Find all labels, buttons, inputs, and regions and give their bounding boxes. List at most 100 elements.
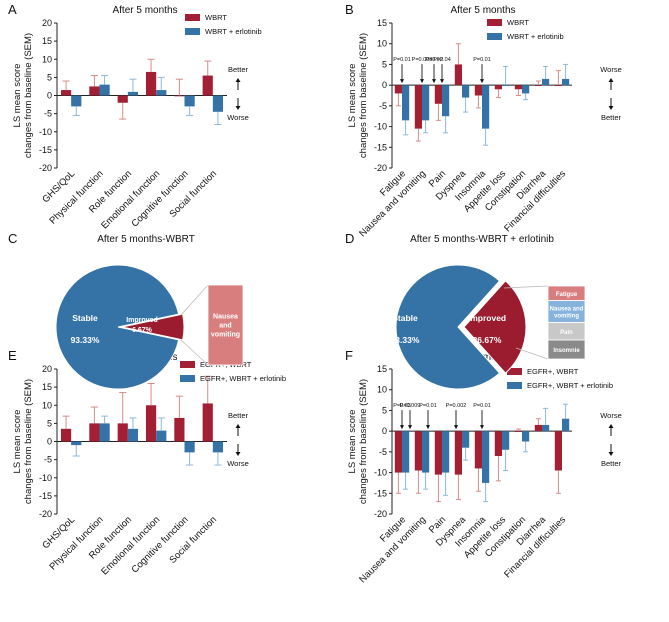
p-value-arrow-head (400, 425, 404, 430)
y-axis-label: LS mean score (347, 410, 358, 474)
y-tick-label: 5 (47, 72, 52, 82)
bar (422, 85, 430, 121)
legend-label: WBRT + erlotinib (205, 27, 262, 36)
y-tick-label: 20 (42, 364, 52, 374)
y-tick-label: -20 (374, 163, 387, 173)
panel-letter-D: D (345, 231, 354, 246)
bar (394, 431, 402, 473)
legend-label: EGFR+, WBRT (527, 367, 579, 376)
bar (502, 431, 510, 450)
pie-label-stable: Stable (72, 313, 98, 323)
y-tick-label: -10 (39, 127, 52, 137)
legend-swatch (507, 382, 522, 389)
pie-label-improved: Improved (468, 313, 506, 323)
legend-label: WBRT (507, 18, 529, 27)
arrow-up-head (235, 78, 241, 82)
arrow-up-head (608, 424, 614, 428)
breakdown-segment (547, 339, 586, 360)
y-tick-label: 5 (382, 405, 387, 415)
chart-title: After 5 months (450, 5, 515, 16)
pie-slice-stable (395, 264, 501, 390)
legend-swatch (487, 33, 502, 40)
y-tick-label: -10 (374, 122, 387, 132)
connector-line (515, 347, 549, 360)
p-value-label: P=0.04 (433, 57, 451, 63)
bar (434, 85, 442, 104)
side-label-down: Worse (227, 459, 249, 468)
bar (542, 424, 550, 432)
y-tick-label: 10 (377, 385, 387, 395)
panel-letter-A: A (8, 2, 17, 17)
bar (71, 95, 82, 107)
bar (89, 423, 100, 442)
side-label-down: Worse (227, 113, 249, 122)
arrow-down-head (608, 106, 614, 110)
pie-value-stable: 93.33% (71, 335, 100, 345)
bar (514, 85, 522, 90)
y-axis-label: LS mean score (12, 410, 23, 474)
y-tick-label: -15 (374, 142, 387, 152)
bar (402, 431, 410, 473)
bar (156, 430, 167, 442)
y-tick-label: -15 (39, 145, 52, 155)
breakdown-label: Nausea and (550, 307, 584, 313)
p-value-arrow-head (420, 79, 424, 84)
pie-value-improved: 26.67% (473, 335, 502, 345)
y-axis-label: changes from baseline (SEM) (23, 33, 34, 158)
bar (482, 431, 490, 483)
panel-letter-E: E (8, 348, 17, 363)
p-value-arrow-head (454, 425, 458, 430)
y-tick-label: -5 (44, 109, 52, 119)
p-value-label: P=0.002 (446, 403, 467, 409)
pie-label-improved: Improved (126, 317, 158, 324)
y-tick-label: 10 (42, 400, 52, 410)
bar (562, 78, 570, 86)
panel-A: A After 5 months -20 -15 -10 -5 0 5 10 15 20 LS mea… (8, 2, 262, 231)
bar (542, 78, 550, 86)
legend-label: EGFR+, WBRT + erlotinib (200, 374, 286, 383)
legend-swatch (180, 361, 195, 368)
panel-letter-F: F (345, 348, 353, 363)
p-value-label: P=0.009 (400, 403, 421, 409)
bar (522, 431, 530, 442)
y-axis-label: LS mean score (12, 64, 23, 128)
p-value-label: P=0.01 (419, 403, 437, 409)
p-value-label: P=0.01 (473, 57, 491, 63)
pie-slice-improved (463, 280, 527, 374)
y-tick-label: 15 (42, 36, 52, 46)
bar (184, 95, 195, 107)
panel-letter-B: B (345, 2, 354, 17)
side-label-up: Better (228, 65, 249, 74)
y-tick-label: 5 (47, 418, 52, 428)
p-value-label: P=0.01 (473, 403, 491, 409)
panel-D: D After 5 months-WBRT + erlotinib Stable 73… (345, 231, 586, 390)
y-tick-label: -10 (39, 473, 52, 483)
legend-label: WBRT (205, 13, 227, 22)
bar (117, 423, 128, 442)
breakdown-label: and (219, 323, 231, 330)
bar (99, 84, 110, 96)
y-axis-label: changes from baseline (SEM) (358, 379, 369, 504)
arrow-down-head (235, 106, 241, 110)
legend-swatch (180, 375, 195, 382)
bar (174, 95, 185, 97)
chart-title: After 5 months (112, 5, 177, 16)
pie-value-stable: 73.33% (391, 335, 420, 345)
bar (462, 431, 470, 448)
p-value-arrow-head (480, 79, 484, 84)
bar (202, 403, 213, 442)
bar (462, 85, 470, 98)
y-axis-label: changes from baseline (SEM) (358, 33, 369, 158)
bar (60, 428, 72, 442)
p-value-arrow-head (408, 425, 412, 430)
bar (562, 418, 570, 432)
side-label-up: Better (228, 411, 249, 420)
bar (482, 85, 490, 129)
bar (534, 85, 542, 86)
breakdown-segment (207, 284, 244, 366)
bar (442, 85, 450, 117)
bar (145, 405, 157, 442)
bar (127, 91, 139, 96)
bar (174, 417, 185, 442)
arrow-down-head (608, 452, 614, 456)
